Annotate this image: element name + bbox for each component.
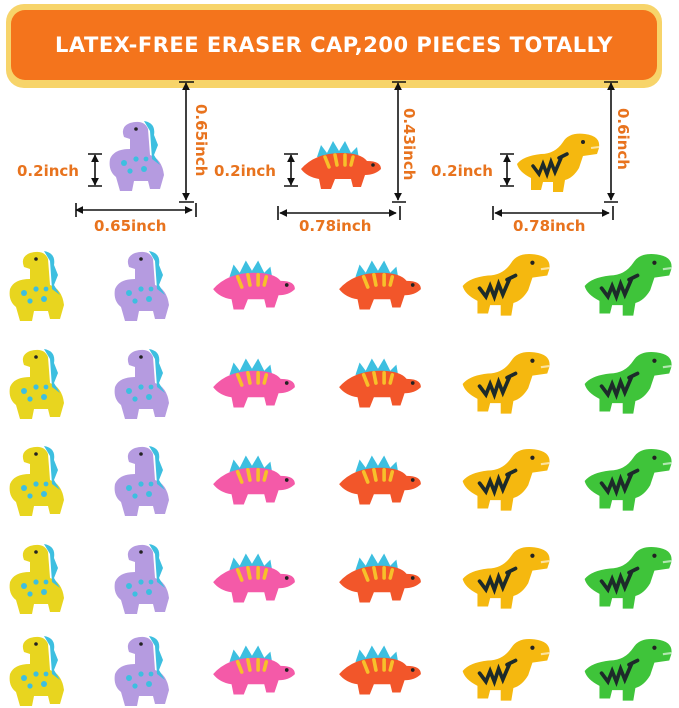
banner-text: LATEX-FREE ERASER CAP,200 PIECES TOTALLY	[55, 33, 613, 57]
width-label-2: 0.78inch	[299, 217, 372, 235]
eraser-trex	[458, 346, 554, 420]
sample-stego-orange	[294, 135, 386, 195]
eraser-trex	[580, 346, 676, 420]
width-label-3: 0.78inch	[513, 217, 586, 235]
eraser-trex	[580, 248, 676, 322]
eraser-longneck	[105, 245, 185, 325]
eraser-trex	[458, 248, 554, 322]
sample-trex-yellow	[512, 128, 604, 198]
eraser-longneck	[105, 440, 185, 520]
eraser-trex	[580, 443, 676, 517]
dimension-lines	[75, 81, 618, 220]
height-label-1: 0.65inch	[192, 104, 210, 177]
eraser-stego	[333, 639, 425, 701]
eraser-trex	[458, 633, 554, 707]
eraser-stego	[333, 449, 425, 511]
eraser-longneck	[0, 440, 80, 520]
thickness-label-1: 0.2inch	[17, 162, 79, 180]
eraser-longneck	[105, 538, 185, 618]
eraser-longneck	[105, 630, 185, 708]
eraser-longneck	[105, 343, 185, 423]
eraser-stego	[333, 254, 425, 316]
eraser-trex	[458, 541, 554, 615]
eraser-trex	[458, 443, 554, 517]
sample-longneck-purple	[100, 115, 180, 195]
thickness-label-3: 0.2inch	[431, 162, 493, 180]
height-label-3: 0.6inch	[614, 108, 632, 170]
eraser-longneck	[0, 343, 80, 423]
title-banner-inner: LATEX-FREE ERASER CAP,200 PIECES TOTALLY	[11, 10, 657, 80]
eraser-stego	[207, 254, 299, 316]
eraser-trex	[580, 541, 676, 615]
eraser-stego	[207, 639, 299, 701]
eraser-longneck	[0, 245, 80, 325]
title-banner: LATEX-FREE ERASER CAP,200 PIECES TOTALLY	[6, 4, 662, 88]
width-label-1: 0.65inch	[94, 217, 167, 235]
eraser-trex	[580, 633, 676, 707]
eraser-stego	[333, 352, 425, 414]
eraser-longneck	[0, 630, 80, 708]
eraser-stego	[207, 352, 299, 414]
eraser-stego	[333, 547, 425, 609]
eraser-stego	[207, 547, 299, 609]
eraser-longneck	[0, 538, 80, 618]
height-label-2: 0.43inch	[400, 108, 418, 181]
eraser-stego	[207, 449, 299, 511]
thickness-label-2: 0.2inch	[214, 162, 276, 180]
